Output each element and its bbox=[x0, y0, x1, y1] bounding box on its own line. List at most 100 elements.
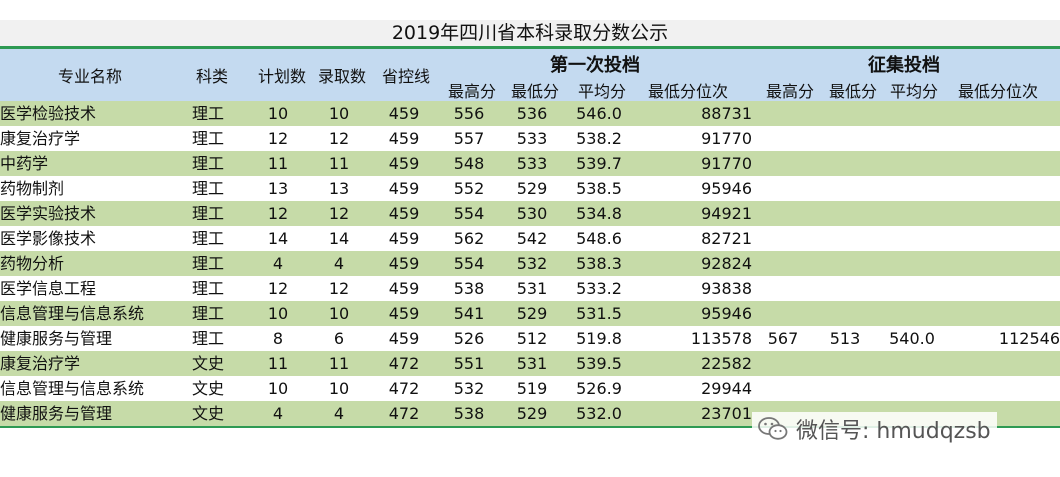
cell-first-min: 530 bbox=[500, 201, 564, 226]
cell-control-line: 459 bbox=[370, 201, 438, 226]
cell-supp-avg bbox=[876, 301, 948, 326]
cell-admitted: 14 bbox=[308, 226, 370, 251]
cell-first-min: 542 bbox=[500, 226, 564, 251]
cell-supp-min-rank bbox=[948, 151, 1060, 176]
cell-supp-min bbox=[814, 301, 876, 326]
cell-supp-min-rank bbox=[948, 176, 1060, 201]
cell-category: 理工 bbox=[192, 151, 248, 176]
cell-control-line: 472 bbox=[370, 376, 438, 401]
cell-supp-avg bbox=[876, 126, 948, 151]
cell-first-avg: 548.6 bbox=[564, 226, 634, 251]
cell-control-line: 459 bbox=[370, 151, 438, 176]
cell-supp-max bbox=[752, 176, 814, 201]
table-row: 医学影像技术 理工 14 14 459 562 542 548.6 82721 bbox=[0, 226, 1060, 251]
cell-control-line: 459 bbox=[370, 226, 438, 251]
cell-major: 康复治疗学 bbox=[0, 351, 192, 376]
cell-plan: 10 bbox=[248, 301, 308, 326]
cell-admitted: 12 bbox=[308, 276, 370, 301]
table-row: 信息管理与信息系统 理工 10 10 459 541 529 531.5 959… bbox=[0, 301, 1060, 326]
top-divider bbox=[0, 46, 1060, 49]
cell-first-min: 519 bbox=[500, 376, 564, 401]
cell-supp-min-rank bbox=[948, 276, 1060, 301]
cell-supp-avg bbox=[876, 226, 948, 251]
table-row: 健康服务与管理 文史 4 4 472 538 529 532.0 23701 bbox=[0, 401, 1060, 426]
cell-major: 医学信息工程 bbox=[0, 276, 192, 301]
cell-major: 康复治疗学 bbox=[0, 126, 192, 151]
cell-category: 理工 bbox=[192, 201, 248, 226]
bottom-divider bbox=[0, 426, 1060, 428]
cell-supp-min bbox=[814, 101, 876, 126]
cell-supp-avg: 540.0 bbox=[876, 326, 948, 351]
cell-first-max: 548 bbox=[438, 151, 500, 176]
cell-first-avg: 533.2 bbox=[564, 276, 634, 301]
header-first-min-rank: 最低分位次 bbox=[648, 82, 729, 101]
cell-control-line: 472 bbox=[370, 351, 438, 376]
cell-supp-max bbox=[752, 276, 814, 301]
cell-admitted: 10 bbox=[308, 101, 370, 126]
cell-first-avg: 538.3 bbox=[564, 251, 634, 276]
header-control-line: 省控线 bbox=[382, 67, 431, 86]
table-row: 健康服务与管理 理工 8 6 459 526 512 519.8 113578 … bbox=[0, 326, 1060, 351]
cell-first-max: 532 bbox=[438, 376, 500, 401]
cell-first-min: 533 bbox=[500, 126, 564, 151]
header-first-round: 第一次投档 bbox=[550, 55, 640, 76]
cell-supp-avg bbox=[876, 151, 948, 176]
cell-first-min-rank: 94921 bbox=[634, 201, 752, 226]
cell-supp-min-rank bbox=[948, 126, 1060, 151]
cell-supp-max bbox=[752, 351, 814, 376]
cell-first-min-rank: 92824 bbox=[634, 251, 752, 276]
header-major: 专业名称 bbox=[58, 67, 123, 86]
cell-category: 理工 bbox=[192, 251, 248, 276]
cell-supp-min bbox=[814, 276, 876, 301]
table-header: 专业名称 科类 计划数 录取数 省控线 第一次投档 征集投档 最高分 最低分 平… bbox=[0, 49, 1060, 101]
admission-table: 医学检验技术 理工 10 10 459 556 536 546.0 88731 … bbox=[0, 101, 1060, 426]
cell-first-min-rank: 88731 bbox=[634, 101, 752, 126]
cell-first-min-rank: 95946 bbox=[634, 301, 752, 326]
cell-admitted: 4 bbox=[308, 401, 370, 426]
cell-first-min: 536 bbox=[500, 101, 564, 126]
cell-admitted: 12 bbox=[308, 201, 370, 226]
cell-first-min-rank: 23701 bbox=[634, 401, 752, 426]
cell-category: 文史 bbox=[192, 376, 248, 401]
cell-supp-avg bbox=[876, 276, 948, 301]
cell-first-max: 554 bbox=[438, 251, 500, 276]
cell-first-avg: 539.7 bbox=[564, 151, 634, 176]
cell-major: 医学检验技术 bbox=[0, 101, 192, 126]
cell-supp-avg bbox=[876, 351, 948, 376]
cell-admitted: 11 bbox=[308, 151, 370, 176]
cell-control-line: 459 bbox=[370, 251, 438, 276]
cell-major: 药物分析 bbox=[0, 251, 192, 276]
cell-supp-min-rank bbox=[948, 351, 1060, 376]
cell-supp-min bbox=[814, 226, 876, 251]
cell-supp-min bbox=[814, 351, 876, 376]
cell-supp-max: 567 bbox=[752, 326, 814, 351]
cell-supp-max bbox=[752, 201, 814, 226]
cell-supp-min-rank bbox=[948, 301, 1060, 326]
cell-category: 理工 bbox=[192, 176, 248, 201]
cell-category: 理工 bbox=[192, 326, 248, 351]
cell-supp-min-rank bbox=[948, 251, 1060, 276]
cell-first-max: 541 bbox=[438, 301, 500, 326]
cell-supp-avg bbox=[876, 376, 948, 401]
cell-major: 医学实验技术 bbox=[0, 201, 192, 226]
cell-supp-max bbox=[752, 376, 814, 401]
cell-first-max: 554 bbox=[438, 201, 500, 226]
cell-first-min: 533 bbox=[500, 151, 564, 176]
cell-first-min: 531 bbox=[500, 351, 564, 376]
cell-first-max: 562 bbox=[438, 226, 500, 251]
cell-control-line: 459 bbox=[370, 126, 438, 151]
cell-supp-min-rank bbox=[948, 201, 1060, 226]
cell-category: 文史 bbox=[192, 401, 248, 426]
cell-control-line: 459 bbox=[370, 301, 438, 326]
cell-first-avg: 539.5 bbox=[564, 351, 634, 376]
cell-supp-max bbox=[752, 151, 814, 176]
cell-first-min: 529 bbox=[500, 301, 564, 326]
cell-first-avg: 534.8 bbox=[564, 201, 634, 226]
cell-plan: 4 bbox=[248, 251, 308, 276]
cell-plan: 11 bbox=[248, 151, 308, 176]
header-supp-min-rank: 最低分位次 bbox=[958, 82, 1039, 101]
cell-first-max: 538 bbox=[438, 276, 500, 301]
cell-admitted: 6 bbox=[308, 326, 370, 351]
cell-category: 理工 bbox=[192, 301, 248, 326]
cell-admitted: 13 bbox=[308, 176, 370, 201]
